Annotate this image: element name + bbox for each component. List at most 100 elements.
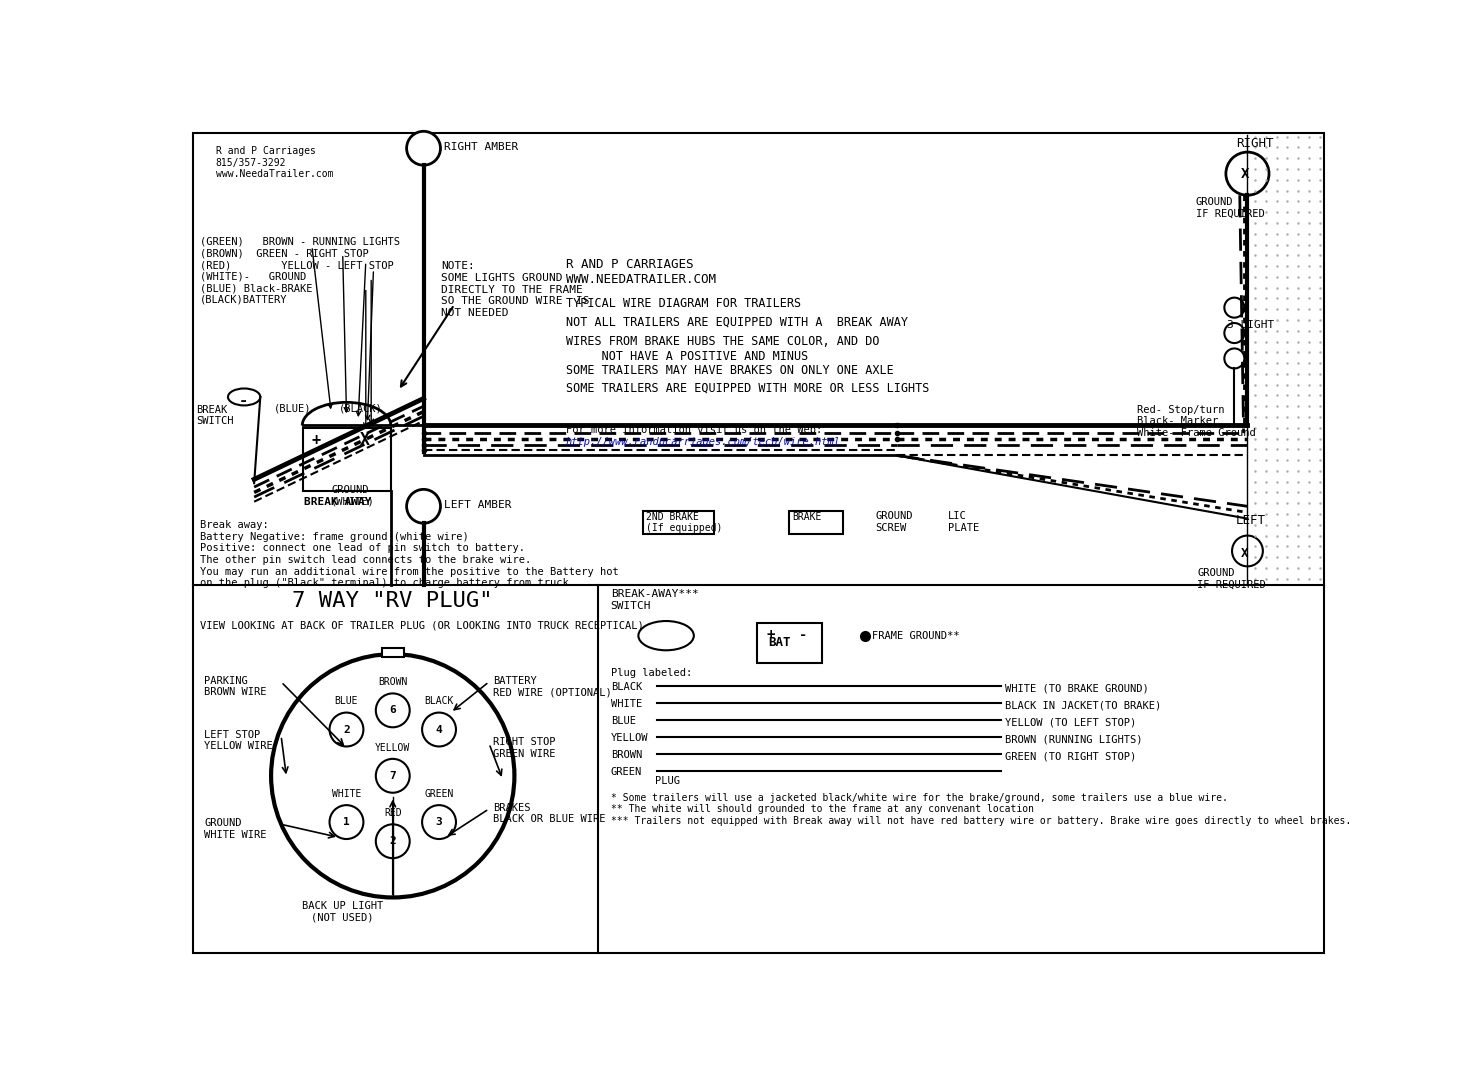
Text: R AND P CARRIAGES
WWW.NEEDATRAILER.COM: R AND P CARRIAGES WWW.NEEDATRAILER.COM: [565, 258, 716, 286]
Text: NOT ALL TRAILERS ARE EQUIPPED WITH A  BREAK AWAY: NOT ALL TRAILERS ARE EQUIPPED WITH A BRE…: [565, 315, 909, 328]
Text: PARKING
BROWN WIRE: PARKING BROWN WIRE: [204, 676, 266, 698]
Bar: [756, 624, 823, 663]
Text: Red- Stop/turn
Black- Marker
White- Frame Ground: Red- Stop/turn Black- Marker White- Fram…: [1137, 404, 1257, 438]
Text: BROWN: BROWN: [377, 677, 407, 687]
Text: X: X: [1242, 547, 1249, 560]
Text: SOME TRAILERS MAY HAVE BRAKES ON ONLY ONE AXLE: SOME TRAILERS MAY HAVE BRAKES ON ONLY ON…: [565, 363, 894, 377]
Text: BLACK IN JACKET(TO BRAKE): BLACK IN JACKET(TO BRAKE): [1005, 700, 1162, 711]
Text: 3 LIGHT: 3 LIGHT: [1227, 320, 1274, 330]
Circle shape: [330, 713, 364, 746]
Text: BRAKE: BRAKE: [792, 512, 821, 521]
Circle shape: [376, 825, 410, 858]
Text: *** Trailers not equipped with Break away will not have red battery wire or batt: *** Trailers not equipped with Break awa…: [611, 816, 1351, 826]
Ellipse shape: [228, 388, 260, 405]
Text: 2ND BRAKE
(If equipped): 2ND BRAKE (If equipped): [647, 512, 722, 533]
Text: GROUND
(WHITE): GROUND (WHITE): [332, 485, 374, 506]
Text: ** The white will should grounded to the frame at any convenant location: ** The white will should grounded to the…: [611, 804, 1033, 814]
Text: Plug labeled:: Plug labeled:: [611, 668, 693, 678]
Circle shape: [271, 655, 515, 898]
Text: GROUND
WHITE WIRE: GROUND WHITE WIRE: [204, 818, 266, 840]
Text: -: -: [799, 628, 808, 642]
Text: X: X: [360, 431, 370, 449]
Text: BLUE: BLUE: [334, 697, 358, 706]
Text: BROWN: BROWN: [611, 749, 642, 760]
Circle shape: [1231, 535, 1262, 567]
Text: (BLUE): (BLUE): [274, 403, 311, 413]
Circle shape: [407, 489, 441, 524]
Text: TYPICAL WIRE DIAGRAM FOR TRAILERS: TYPICAL WIRE DIAGRAM FOR TRAILERS: [565, 297, 801, 310]
Ellipse shape: [638, 621, 694, 650]
Text: -: -: [238, 393, 247, 408]
Text: BREAK
SWITCH: BREAK SWITCH: [197, 404, 234, 427]
Text: NOTE:
SOME LIGHTS GROUND
DIRECTLY TO THE FRAME
SO THE GROUND WIRE  IS
NOT NEEDED: NOTE: SOME LIGHTS GROUND DIRECTLY TO THE…: [441, 261, 589, 318]
Text: 7 WAY "RV PLUG": 7 WAY "RV PLUG": [293, 591, 493, 611]
Text: X: X: [1242, 168, 1249, 182]
Text: 2: 2: [389, 836, 397, 846]
Text: (GREEN)   BROWN - RUNNING LIGHTS
(BROWN)  GREEN - RIGHT STOP
(RED)        YELLOW: (GREEN) BROWN - RUNNING LIGHTS (BROWN) G…: [200, 236, 400, 305]
Text: BLACK: BLACK: [611, 682, 642, 692]
Text: BLACK: BLACK: [425, 697, 454, 706]
Text: http://www.randpcarriages.com/tech/wire.html: http://www.randpcarriages.com/tech/wire.…: [565, 438, 841, 447]
Circle shape: [1225, 152, 1268, 196]
Circle shape: [376, 693, 410, 728]
Text: GROUND
IF REQUIRED: GROUND IF REQUIRED: [1196, 197, 1264, 218]
Circle shape: [1224, 298, 1245, 317]
Text: +: +: [767, 628, 774, 642]
Text: GREEN (TO RIGHT STOP): GREEN (TO RIGHT STOP): [1005, 751, 1137, 761]
Text: Break away:
Battery Negative: frame ground (white wire)
Positive: connect one le: Break away: Battery Negative: frame grou…: [200, 520, 619, 588]
Text: 3: 3: [435, 817, 443, 827]
Text: LEFT: LEFT: [1236, 514, 1265, 527]
Text: 6: 6: [389, 705, 397, 715]
Text: BAT: BAT: [768, 635, 790, 648]
Text: YELLOW (TO LEFT STOP): YELLOW (TO LEFT STOP): [1005, 717, 1137, 728]
Text: RED: RED: [383, 808, 401, 818]
Circle shape: [376, 759, 410, 792]
Text: WHITE: WHITE: [611, 699, 642, 708]
Text: * Some trailers will use a jacketed black/white wire for the brake/ground, some : * Some trailers will use a jacketed blac…: [611, 792, 1227, 803]
Text: For more Information visit us on the Web:: For more Information visit us on the Web…: [565, 426, 823, 435]
Text: BLUE: BLUE: [611, 716, 636, 726]
Bar: [642, 511, 713, 534]
Text: VIEW LOOKING AT BACK OF TRAILER PLUG (OR LOOKING INTO TRUCK RECEPTICAL): VIEW LOOKING AT BACK OF TRAILER PLUG (OR…: [200, 620, 644, 630]
Text: 7: 7: [389, 771, 397, 780]
Text: RIGHT: RIGHT: [1236, 137, 1273, 149]
Text: LIC
PLATE: LIC PLATE: [947, 511, 980, 532]
Text: RIGHT STOP
GREEN WIRE: RIGHT STOP GREEN WIRE: [493, 737, 555, 759]
Text: YELLOW: YELLOW: [611, 733, 648, 743]
Text: GREEN: GREEN: [425, 789, 454, 799]
Text: (BLACK): (BLACK): [339, 403, 383, 413]
Bar: [789, 511, 844, 534]
Circle shape: [1224, 348, 1245, 369]
Circle shape: [422, 713, 456, 746]
Text: RIGHT AMBER: RIGHT AMBER: [444, 142, 518, 152]
Text: LEFT STOP
YELLOW WIRE: LEFT STOP YELLOW WIRE: [204, 730, 272, 751]
Text: WHITE: WHITE: [332, 789, 361, 799]
Text: BREAK AWAY: BREAK AWAY: [305, 497, 371, 507]
Text: GROUND
IF REQUIRED: GROUND IF REQUIRED: [1197, 568, 1267, 589]
Text: GROUND
SCREW: GROUND SCREW: [876, 511, 913, 532]
Text: 1: 1: [343, 817, 349, 827]
Text: FRAME GROUND**: FRAME GROUND**: [873, 631, 961, 641]
Text: BREAK-AWAY***
SWITCH: BREAK-AWAY*** SWITCH: [611, 589, 699, 611]
Text: BATTERY
RED WIRE (OPTIONAL): BATTERY RED WIRE (OPTIONAL): [493, 676, 611, 698]
Text: BACK UP LIGHT
(NOT USED): BACK UP LIGHT (NOT USED): [302, 901, 383, 923]
Text: WHITE (TO BRAKE GROUND): WHITE (TO BRAKE GROUND): [1005, 684, 1148, 693]
Text: GREEN: GREEN: [611, 766, 642, 776]
Circle shape: [422, 805, 456, 838]
Text: 2: 2: [343, 725, 349, 734]
Text: YELLOW: YELLOW: [374, 743, 410, 752]
Circle shape: [330, 805, 364, 838]
Text: +: +: [312, 433, 321, 448]
Text: WIRES FROM BRAKE HUBS THE SAME COLOR, AND DO
     NOT HAVE A POSITIVE AND MINUS: WIRES FROM BRAKE HUBS THE SAME COLOR, AN…: [565, 335, 879, 363]
Circle shape: [407, 131, 441, 166]
Text: BRAKES
BLACK OR BLUE WIRE: BRAKES BLACK OR BLUE WIRE: [493, 803, 605, 825]
Text: BROWN (RUNNING LIGHTS): BROWN (RUNNING LIGHTS): [1005, 734, 1143, 744]
Bar: [382, 648, 404, 657]
Circle shape: [1224, 324, 1245, 343]
Text: LEFT AMBER: LEFT AMBER: [444, 500, 512, 511]
Text: 4: 4: [435, 725, 443, 734]
Bar: [303, 428, 391, 491]
Text: R and P Carriages
815/357-3292
www.NeedaTrailer.com: R and P Carriages 815/357-3292 www.Needa…: [216, 146, 333, 180]
Text: PLUG: PLUG: [654, 776, 679, 786]
Text: SOME TRAILERS ARE EQUIPPED WITH MORE OR LESS LIGHTS: SOME TRAILERS ARE EQUIPPED WITH MORE OR …: [565, 382, 929, 395]
